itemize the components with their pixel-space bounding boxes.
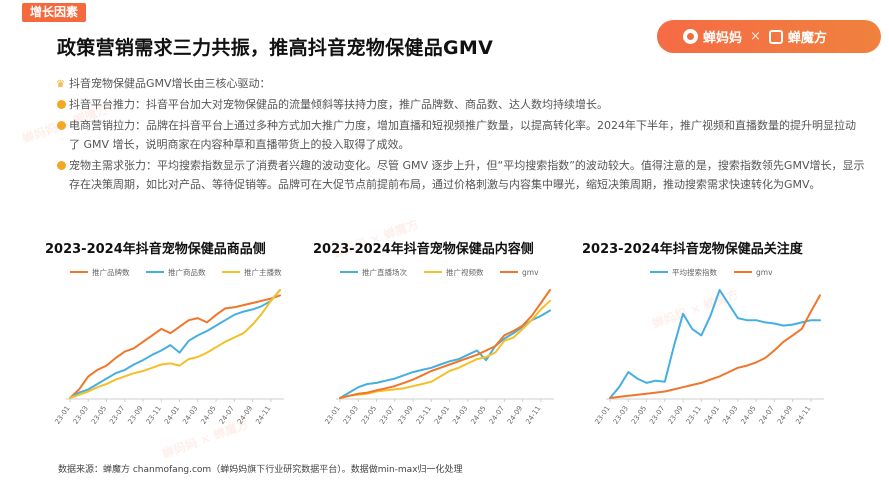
crown-icon: ♛	[56, 79, 65, 90]
legend-label: 平均搜索指数	[672, 267, 717, 277]
section-tag: 增长因素	[22, 3, 87, 22]
x-tick-label: 24-01	[163, 405, 181, 426]
legend-label: 推广品牌数	[92, 267, 130, 277]
bullet-intro: ♛ 抖音宠物保健品GMV增长由三核心驱动：	[56, 74, 866, 93]
series-line	[339, 299, 551, 399]
legend-item: gmv	[500, 268, 539, 277]
legend-item: 推广主播数	[222, 267, 282, 277]
series-line	[69, 289, 281, 399]
legend-item: gmv	[734, 268, 773, 277]
chart-title-product: 2023-2024年抖音宠物保健品商品侧	[45, 242, 266, 257]
x-tick-label: 24-11	[254, 405, 272, 426]
x-tick-label: 23-09	[126, 405, 144, 426]
x-tick-label: 23-11	[415, 405, 433, 426]
x-tick-label: 23-07	[648, 405, 666, 426]
x-tick-label: 23-03	[72, 405, 90, 426]
x-tick-label: 23-05	[360, 405, 378, 426]
brand-name-2: 蝉魔方	[787, 31, 827, 46]
series-line	[339, 289, 551, 399]
legend-label: 推广直播场次	[362, 267, 407, 277]
series-line	[609, 289, 821, 399]
x-tick-label: 24-05	[740, 405, 758, 426]
data-source-note: 数据来源：蝉魔方 chanmofang.com（蝉妈妈旗下行业研究数据平台）。数…	[58, 465, 463, 475]
chart-title-content: 2023-2024年抖音宠物保健品内容侧	[313, 242, 534, 257]
bullet-demand: 宠物主需求张力：平均搜索指数显示了消费者兴趣的波动变化。尽管 GMV 逐步上升，…	[56, 156, 866, 194]
x-tick-label: 24-09	[776, 405, 794, 426]
x-tick-label: 23-07	[108, 405, 126, 426]
x-tick-label: 24-05	[470, 405, 488, 426]
x-tick-label: 23-01	[323, 405, 341, 426]
x-tick-label: 24-09	[236, 405, 254, 426]
brand-separator: ×	[750, 29, 761, 44]
x-tick-label: 23-09	[396, 405, 414, 426]
legend-item: 推广商品数	[146, 267, 206, 277]
series-line	[69, 294, 281, 399]
x-tick-label: 24-03	[451, 405, 469, 426]
series-line	[339, 309, 551, 399]
x-tick-label: 24-03	[181, 405, 199, 426]
x-tick-label: 23-11	[685, 405, 703, 426]
chanmofang-logo-icon	[768, 29, 783, 44]
bullet-text: 电商营销拉力：品牌在抖音平台上通过多种方式加大推广力度，增加直播和短视频推广数量…	[69, 119, 856, 151]
chart-title-attention: 2023-2024年抖音宠物保健品关注度	[582, 242, 803, 257]
x-tick-label: 24-07	[488, 405, 506, 426]
x-tick-label: 24-11	[524, 405, 542, 426]
legend-item: 推广视频数	[424, 267, 484, 277]
x-tick-label: 24-07	[218, 405, 236, 426]
x-tick-label: 24-11	[794, 405, 812, 426]
brand-badge: 蝉妈妈 × 蝉魔方	[657, 20, 881, 53]
series-line	[69, 289, 281, 399]
bullet-dot-icon	[57, 100, 66, 109]
legend-item: 推广品牌数	[70, 267, 130, 277]
driver-bullets: ♛ 抖音宠物保健品GMV增长由三核心驱动： 抖音平台推力：抖音平台加大对宠物保健…	[56, 74, 866, 196]
x-tick-label: 23-05	[630, 405, 648, 426]
x-tick-label: 24-03	[721, 405, 739, 426]
legend-item: 推广直播场次	[340, 267, 407, 277]
bullet-dot-icon	[57, 161, 66, 170]
x-tick-label: 23-03	[612, 405, 630, 426]
x-tick-label: 24-01	[703, 405, 721, 426]
x-tick-label: 24-05	[200, 405, 218, 426]
x-tick-label: 24-09	[506, 405, 524, 426]
bullet-marketing: 电商营销拉力：品牌在抖音平台上通过多种方式加大推广力度，增加直播和短视频推广数量…	[56, 116, 866, 154]
x-tick-label: 24-07	[758, 405, 776, 426]
x-tick-label: 23-03	[342, 405, 360, 426]
product-side-chart: 推广品牌数 推广商品数 推广主播数 23-01 23-03 23-05 23-07 23-09…	[53, 267, 284, 426]
x-tick-label: 23-11	[145, 405, 163, 426]
x-tick-label: 23-01	[593, 405, 611, 426]
bullet-dot-icon	[57, 121, 66, 130]
bullet-text: 抖音平台推力：抖音平台加大对宠物保健品的流量倾斜等扶持力度，推广品牌数、商品数、…	[69, 98, 608, 111]
legend-label: gmv	[756, 268, 773, 277]
series-line	[609, 294, 821, 399]
x-tick-label: 23-07	[378, 405, 396, 426]
brand-name-1: 蝉妈妈	[703, 31, 743, 46]
legend-label: 推广主播数	[244, 267, 282, 277]
page-title: 政策营销需求三力共振，推高抖音宠物保健品GMV	[57, 37, 494, 59]
bullet-platform: 抖音平台推力：抖音平台加大对宠物保健品的流量倾斜等扶持力度，推广品牌数、商品数、…	[56, 95, 866, 114]
chanmama-logo-icon	[683, 29, 698, 44]
x-tick-label: 23-01	[53, 405, 71, 426]
legend-item: 平均搜索指数	[650, 267, 717, 277]
legend-label: 推广视频数	[446, 267, 484, 277]
legend-label: 推广商品数	[168, 267, 206, 277]
legend-label: gmv	[522, 268, 539, 277]
x-tick-label: 23-05	[90, 405, 108, 426]
x-tick-label: 23-09	[666, 405, 684, 426]
bullet-text: 宠物主需求张力：平均搜索指数显示了消费者兴趣的波动变化。尽管 GMV 逐步上升，…	[69, 159, 865, 191]
bullet-text: 抖音宠物保健品GMV增长由三核心驱动：	[69, 77, 271, 90]
x-tick-label: 24-01	[433, 405, 451, 426]
